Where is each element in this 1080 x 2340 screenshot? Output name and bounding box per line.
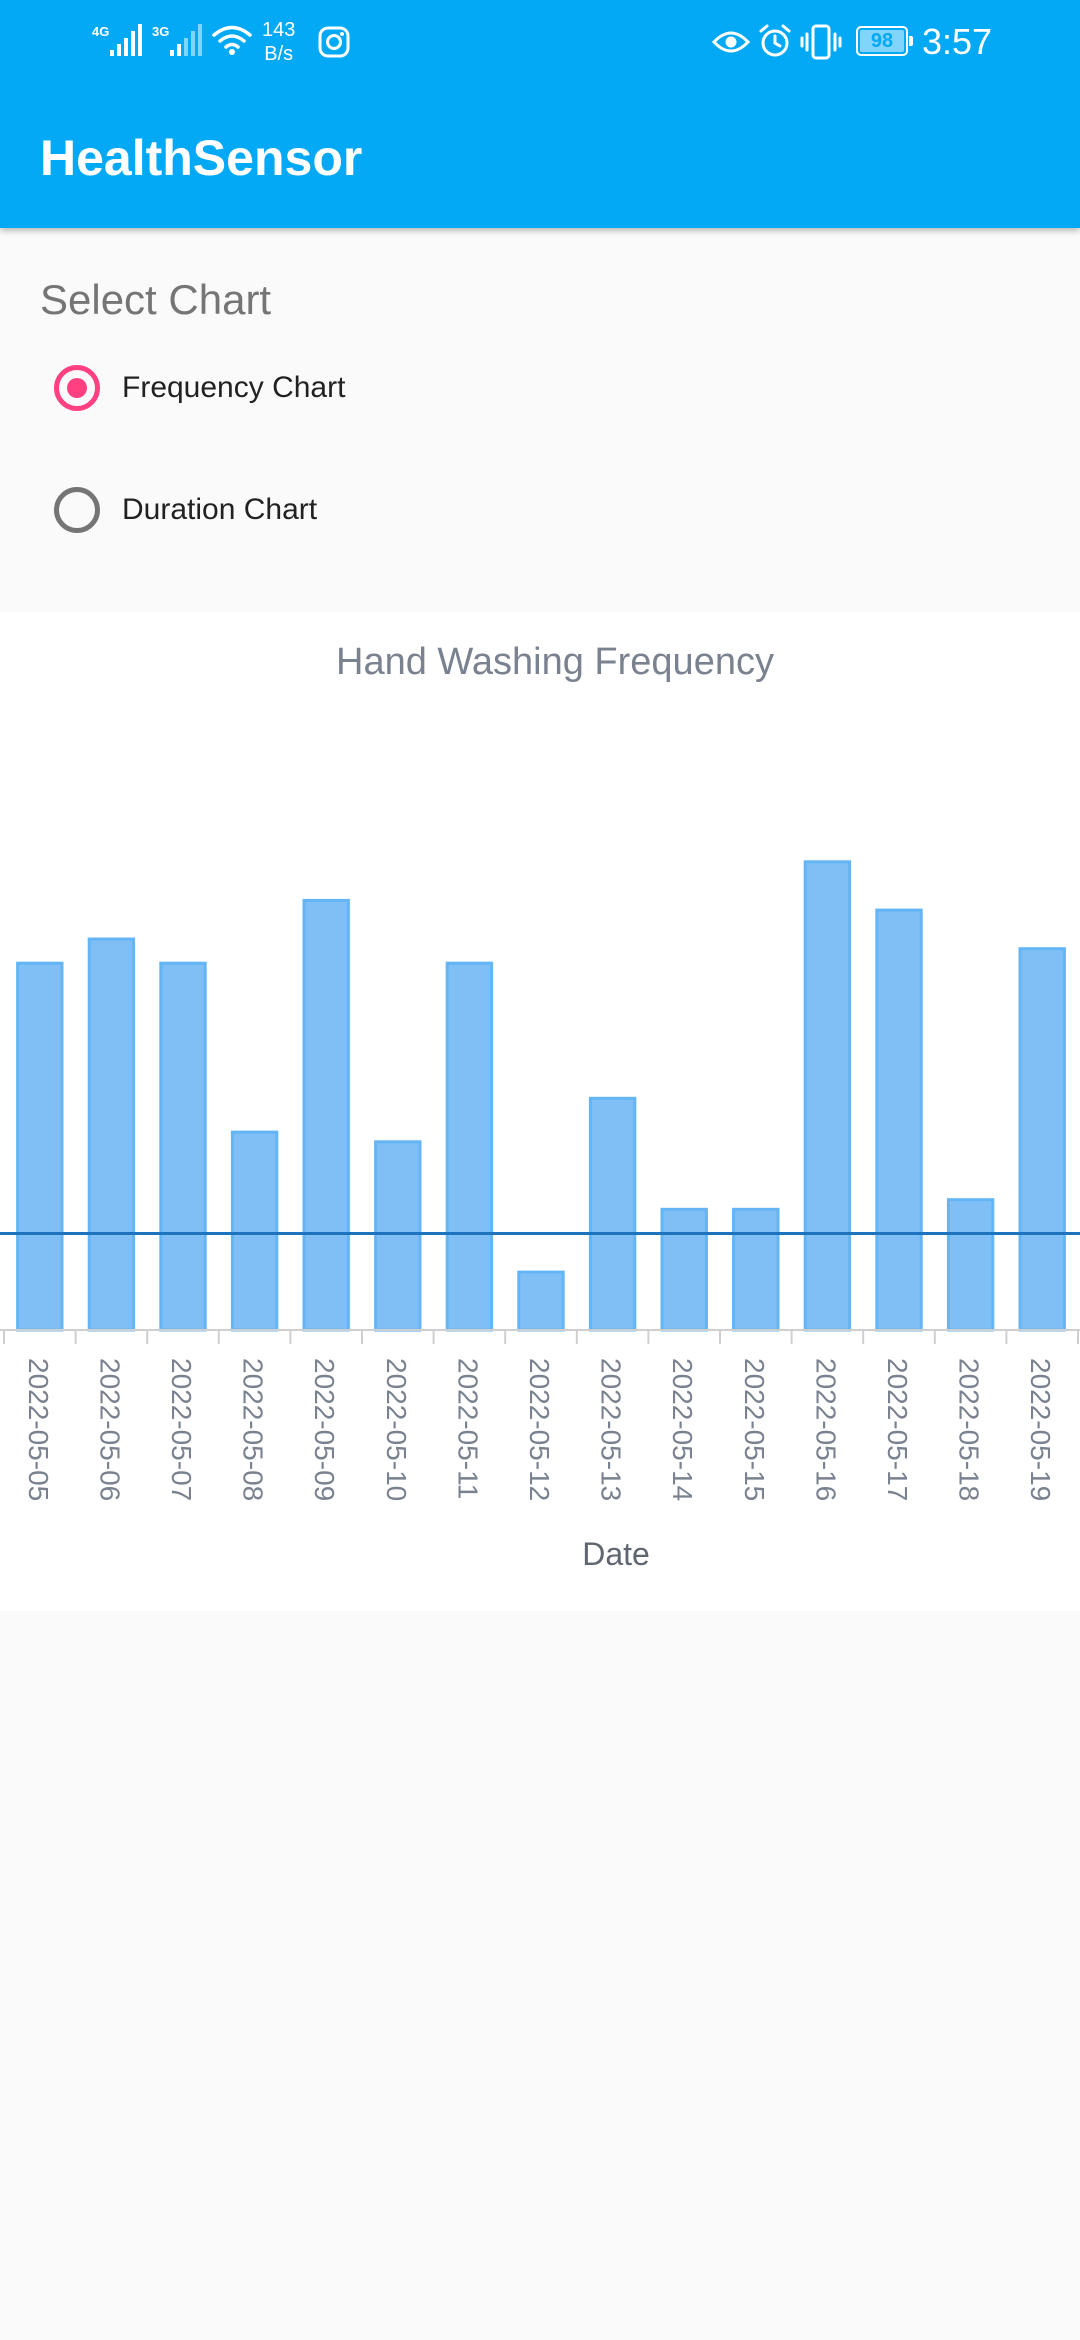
svg-text:3G: 3G — [152, 24, 169, 39]
x-tick-label: 2022-05-15 — [739, 1358, 770, 1501]
x-tick-label: 2022-05-05 — [23, 1358, 54, 1501]
bar-2022-05-12 — [517, 1270, 565, 1332]
battery-icon: 98 — [856, 26, 913, 56]
app-bar: 4G 3G — [0, 0, 1080, 228]
bar-2022-05-18 — [946, 1198, 995, 1332]
x-tick-label: 2022-05-16 — [810, 1358, 841, 1501]
signal-3g-icon: 3G — [152, 22, 208, 63]
bar-2022-05-16 — [803, 860, 852, 1332]
x-tick-label: 2022-05-12 — [524, 1358, 555, 1501]
battery-level: 98 — [870, 30, 894, 52]
x-tick-label: 2022-05-08 — [238, 1358, 269, 1501]
bar-2022-05-19 — [1018, 947, 1066, 1332]
chart-title: Hand Washing Frequency — [336, 641, 774, 683]
radio-duration-chart[interactable]: Duration Chart — [54, 482, 317, 538]
x-tick-label: 2022-05-13 — [596, 1358, 627, 1501]
clock: 3:57 — [922, 21, 993, 62]
x-tick-label: 2022-05-14 — [667, 1358, 698, 1501]
wifi-icon — [212, 24, 252, 61]
x-tick-label: 2022-05-07 — [166, 1358, 197, 1501]
x-ticks-group — [3, 1330, 1079, 1344]
x-tick-label: 2022-05-06 — [94, 1358, 125, 1501]
chart-card: Hand Washing Frequency 2022-05-05 2022-05… — [0, 612, 1080, 1611]
vibrate-icon — [800, 24, 842, 65]
alarm-icon — [758, 24, 792, 63]
x-axis-title: Date — [582, 1536, 650, 1572]
instagram-icon — [318, 26, 350, 63]
status-bar: 4G 3G — [0, 0, 1080, 84]
frequency-bar-chart: Hand Washing Frequency 2022-05-05 2022-05… — [0, 641, 1080, 1572]
bar-2022-05-15 — [732, 1207, 780, 1332]
x-tick-label: 2022-05-19 — [1025, 1358, 1056, 1501]
bar-2022-05-13 — [588, 1096, 637, 1332]
bar-2022-05-10 — [374, 1140, 422, 1332]
bars-group — [16, 860, 1066, 1332]
network-speed-value: 143 — [262, 19, 296, 41]
app-title: HealthSensor — [40, 130, 363, 186]
network-speed: 143 B/s — [262, 18, 295, 66]
x-tick-label: 2022-05-10 — [381, 1358, 412, 1501]
bar-2022-05-17 — [875, 908, 923, 1332]
x-tick-label: 2022-05-17 — [882, 1358, 913, 1501]
x-tick-labels-group: 2022-05-05 2022-05-06 2022-05-07 2022-05-08… — [23, 1358, 1056, 1501]
bar-2022-05-05 — [16, 961, 64, 1332]
radio-frequency-chart[interactable]: Frequency Chart — [54, 360, 345, 416]
bar-2022-05-06 — [87, 937, 136, 1332]
radio-unchecked-icon[interactable] — [54, 487, 100, 533]
bar-2022-05-07 — [159, 961, 207, 1332]
bar-2022-05-14 — [660, 1207, 708, 1332]
eye-comfort-icon — [711, 28, 751, 61]
x-tick-label: 2022-05-18 — [954, 1358, 985, 1501]
bar-2022-05-09 — [302, 898, 350, 1332]
signal-4g-icon: 4G — [92, 22, 148, 63]
bar-2022-05-08 — [230, 1130, 279, 1332]
radio-label-duration: Duration Chart — [122, 493, 318, 526]
svg-text:4G: 4G — [92, 24, 109, 39]
x-tick-label: 2022-05-11 — [452, 1358, 483, 1499]
radio-checked-icon[interactable] — [54, 365, 100, 411]
x-tick-label: 2022-05-09 — [309, 1358, 340, 1501]
select-chart-label: Select Chart — [40, 276, 272, 323]
bar-2022-05-11 — [445, 961, 494, 1332]
radio-label-frequency: Frequency Chart — [122, 371, 346, 404]
network-speed-unit: B/s — [264, 43, 294, 65]
